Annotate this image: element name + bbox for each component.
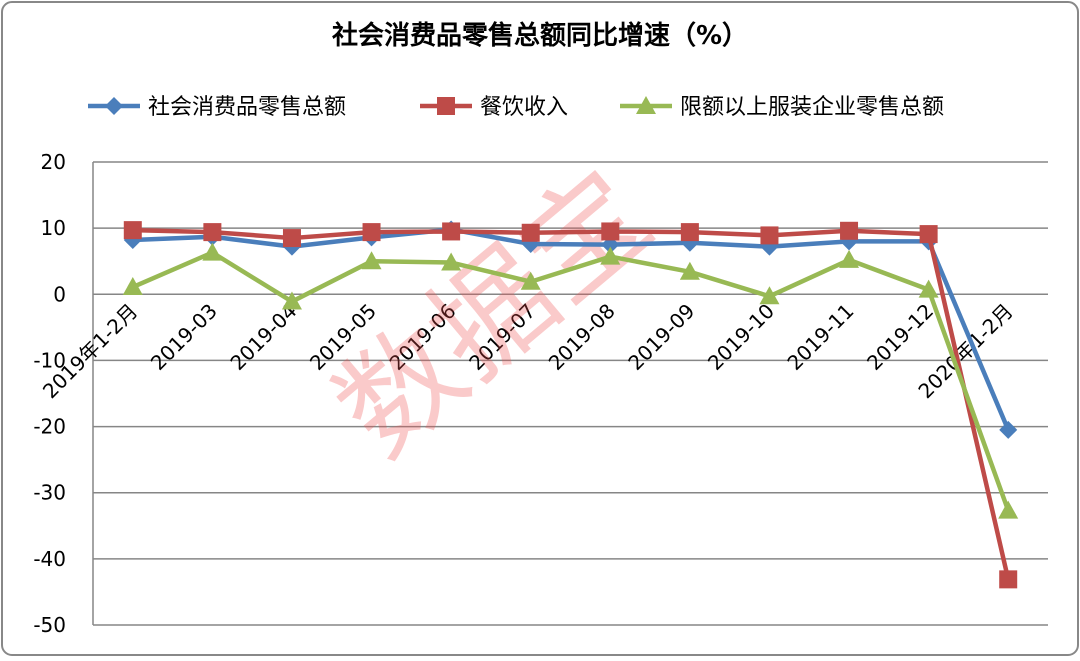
marker [361, 251, 382, 270]
marker [760, 226, 779, 245]
marker [281, 291, 302, 310]
y-tick-label: 10 [41, 216, 66, 240]
marker [759, 286, 780, 305]
marker [999, 420, 1018, 439]
legend-label: 社会消费品零售总额 [148, 95, 346, 120]
marker [998, 500, 1019, 519]
series-line [132, 227, 1011, 580]
y-tick-label: -10 [33, 348, 66, 372]
marker [919, 225, 938, 244]
y-tick-label: -30 [33, 481, 66, 505]
y-tick-label: 20 [41, 150, 66, 174]
marker [521, 223, 540, 242]
marker [679, 261, 700, 280]
y-tick-label: -20 [33, 415, 66, 439]
marker [839, 249, 860, 268]
marker [680, 223, 699, 242]
marker [441, 252, 462, 271]
marker [520, 271, 541, 290]
chart-title: 社会消费品零售总额同比增速（%） [332, 20, 748, 51]
legend-label: 餐饮收入 [480, 95, 568, 120]
marker [437, 97, 455, 115]
marker [282, 229, 301, 248]
marker [122, 277, 143, 296]
marker [601, 222, 620, 241]
marker [840, 221, 859, 240]
marker [918, 279, 939, 298]
marker [362, 223, 381, 242]
marker [600, 246, 621, 265]
marker [999, 570, 1018, 589]
y-tick-label: -50 [33, 613, 66, 637]
marker [442, 222, 461, 241]
series-line [131, 250, 1011, 512]
y-tick-label: -40 [33, 547, 66, 571]
marker [202, 242, 223, 261]
marker [123, 221, 142, 240]
marker [636, 96, 656, 114]
y-tick-label: 0 [53, 282, 66, 306]
legend-label: 限额以上服装企业零售总额 [680, 95, 944, 120]
series-line [132, 227, 1011, 431]
marker [105, 97, 123, 115]
marker [203, 223, 222, 242]
